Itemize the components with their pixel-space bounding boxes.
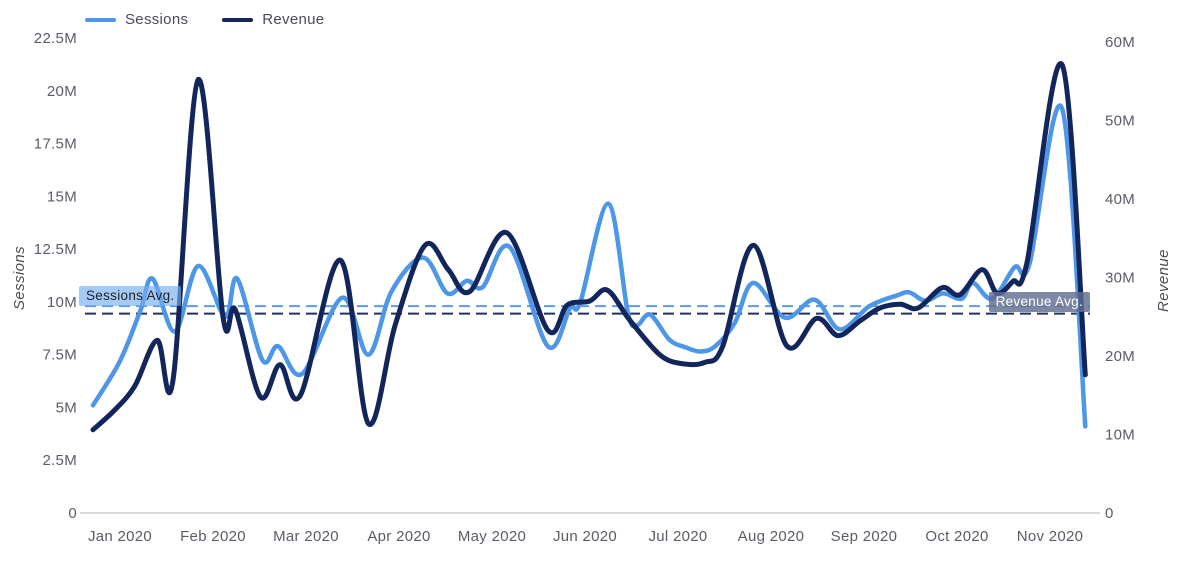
left-axis-tick-label: 5M: [56, 399, 77, 416]
legend-item-sessions[interactable]: Sessions: [85, 11, 188, 28]
right-axis-tick-label: 60M: [1105, 34, 1135, 51]
right-axis-tick-label: 10M: [1105, 427, 1135, 444]
legend-item-revenue[interactable]: Revenue: [222, 11, 324, 28]
left-axis-tick-label: 15M: [47, 188, 77, 205]
x-axis-month-label: Jan 2020: [88, 528, 152, 545]
x-axis-month-label: Nov 2020: [1017, 528, 1084, 545]
right-axis-tick-label: 20M: [1105, 348, 1135, 365]
x-axis-month-label: Jul 2020: [648, 528, 707, 545]
left-axis-tick-label: 17.5M: [34, 136, 77, 153]
x-axis-month-label: Sep 2020: [831, 528, 898, 545]
left-axis-tick-label: 10M: [47, 294, 77, 311]
left-axis-tick-label: 7.5M: [42, 347, 77, 364]
sessions-line[interactable]: [90, 103, 1088, 429]
x-axis-month-label: Oct 2020: [925, 528, 988, 545]
left-axis-tick-label: 2.5M: [42, 452, 77, 469]
legend-label-sessions: Sessions: [125, 11, 189, 28]
revenue-line[interactable]: [90, 61, 1088, 433]
sessions-avg-badge: Sessions Avg.: [79, 286, 182, 306]
x-axis-month-label: Apr 2020: [367, 528, 430, 545]
right-axis-title: Revenue: [1155, 249, 1172, 312]
left-axis-tick-label: 22.5M: [34, 30, 77, 47]
x-axis-month-label: May 2020: [458, 528, 526, 545]
x-axis-month-label: Mar 2020: [273, 528, 339, 545]
legend: Sessions Revenue: [85, 11, 324, 28]
left-axis-title: Sessions: [11, 246, 28, 310]
x-axis-month-label: Aug 2020: [738, 528, 805, 545]
right-axis-tick-label: 40M: [1105, 191, 1135, 208]
revenue-line-swatch-icon: [222, 17, 254, 22]
sessions-line-swatch-icon: [85, 17, 116, 22]
x-axis-month-label: Jun 2020: [553, 528, 617, 545]
legend-label-revenue: Revenue: [262, 11, 325, 28]
x-axis-month-label: Feb 2020: [180, 528, 246, 545]
left-axis-tick-label: 20M: [47, 83, 77, 100]
left-axis-tick-label: 0: [68, 505, 77, 522]
left-axis-tick-label: 12.5M: [34, 241, 77, 258]
right-axis-tick-label: 0: [1105, 505, 1114, 522]
right-axis-tick-label: 50M: [1105, 113, 1135, 130]
revenue-avg-badge: Revenue Avg.: [988, 292, 1090, 312]
right-axis-tick-label: 30M: [1105, 270, 1135, 287]
